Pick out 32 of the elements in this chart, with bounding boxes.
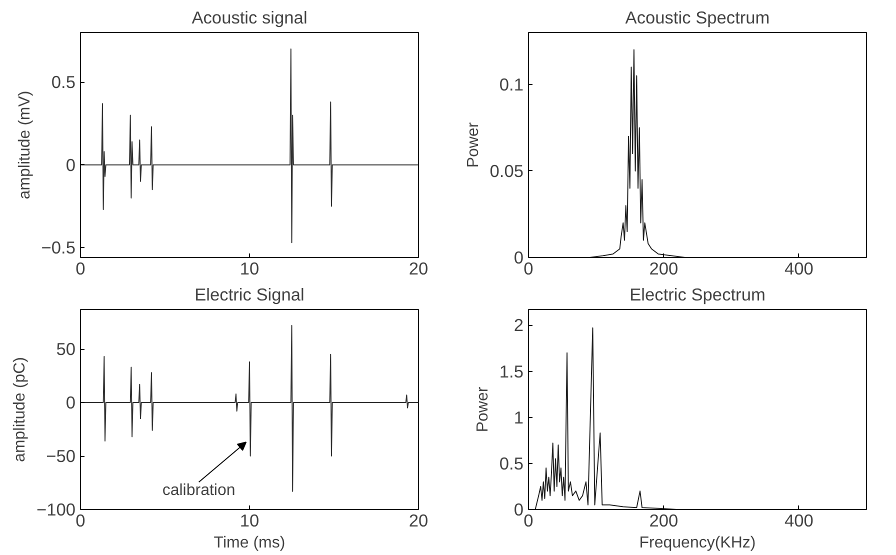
x-tick-label: 200 <box>649 510 678 530</box>
y-tick-label: 0.1 <box>499 74 524 94</box>
y-tick-label: 1.5 <box>499 361 524 382</box>
x-tick-label: 10 <box>240 258 260 278</box>
x-tick-label: 10 <box>240 510 260 530</box>
y-tick-label: 1 <box>514 407 524 428</box>
x-axis-title: Frequency(KHz) <box>639 534 756 552</box>
chart-title: Acoustic Spectrum <box>625 8 770 28</box>
chart-title: Acoustic signal <box>192 8 308 28</box>
annotation: calibration <box>162 482 236 500</box>
y-tick-label: 0 <box>66 392 76 413</box>
x-tick-label: 200 <box>649 258 678 278</box>
y-tick-label: 0 <box>66 154 76 175</box>
x-axis-title: Time (ms) <box>214 534 286 552</box>
x-tick-label: 20 <box>408 510 428 530</box>
x-tick-label: 400 <box>784 258 814 278</box>
y-tick-label: 0.5 <box>499 453 524 474</box>
chart-title: Electric Spectrum <box>630 284 766 304</box>
y-axis-title: amplitude (pC) <box>11 357 28 462</box>
y-tick-label: 2 <box>514 315 524 336</box>
y-axis-title: Power <box>474 386 492 432</box>
y-tick-label: −50 <box>46 446 76 466</box>
chart-title: Electric Signal <box>194 284 304 304</box>
y-tick-label: −100 <box>36 500 76 520</box>
y-tick-label: 50 <box>56 339 76 360</box>
y-axis-title: Power <box>464 122 482 168</box>
x-tick-label: 20 <box>408 258 428 278</box>
y-tick-label: −0.5 <box>41 238 76 258</box>
y-axis-title: amplitude (mV) <box>16 90 34 200</box>
x-tick-label: 400 <box>784 510 814 530</box>
y-tick-label: 0.5 <box>51 72 76 92</box>
y-tick-label: 0.05 <box>490 160 524 181</box>
